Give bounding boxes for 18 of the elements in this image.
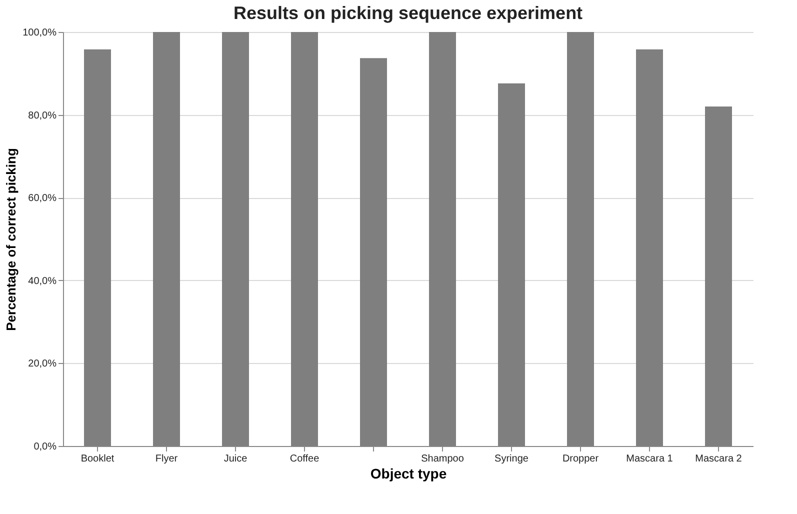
x-tick-label: Flyer	[155, 454, 178, 464]
x-tick-label: Juice	[224, 454, 248, 464]
chart-title: Results on picking sequence experiment	[233, 3, 583, 23]
y-axis-title: Percentage of correct picking	[4, 148, 19, 331]
x-tick-label: Dropper	[562, 454, 600, 464]
x-tick-label: Syringe	[494, 454, 529, 464]
y-tick-label: 0,0%	[34, 442, 57, 452]
y-tick-label: 80,0%	[28, 110, 57, 122]
x-tick-label: Coffee	[290, 454, 320, 464]
y-tick-label: 20,0%	[28, 358, 57, 370]
y-tick-label: 40,0%	[28, 276, 57, 287]
x-tick-label: Mascara 1	[626, 454, 674, 464]
y-tick-label: 100,0%	[22, 28, 57, 38]
x-tick-label: Booklet	[80, 454, 114, 464]
x-axis-title: Object type	[370, 466, 447, 482]
y-tick-label: 60,0%	[28, 193, 57, 204]
x-tick-label: Mascara 2	[695, 454, 742, 464]
x-tick-label: Shampoo	[421, 454, 464, 464]
